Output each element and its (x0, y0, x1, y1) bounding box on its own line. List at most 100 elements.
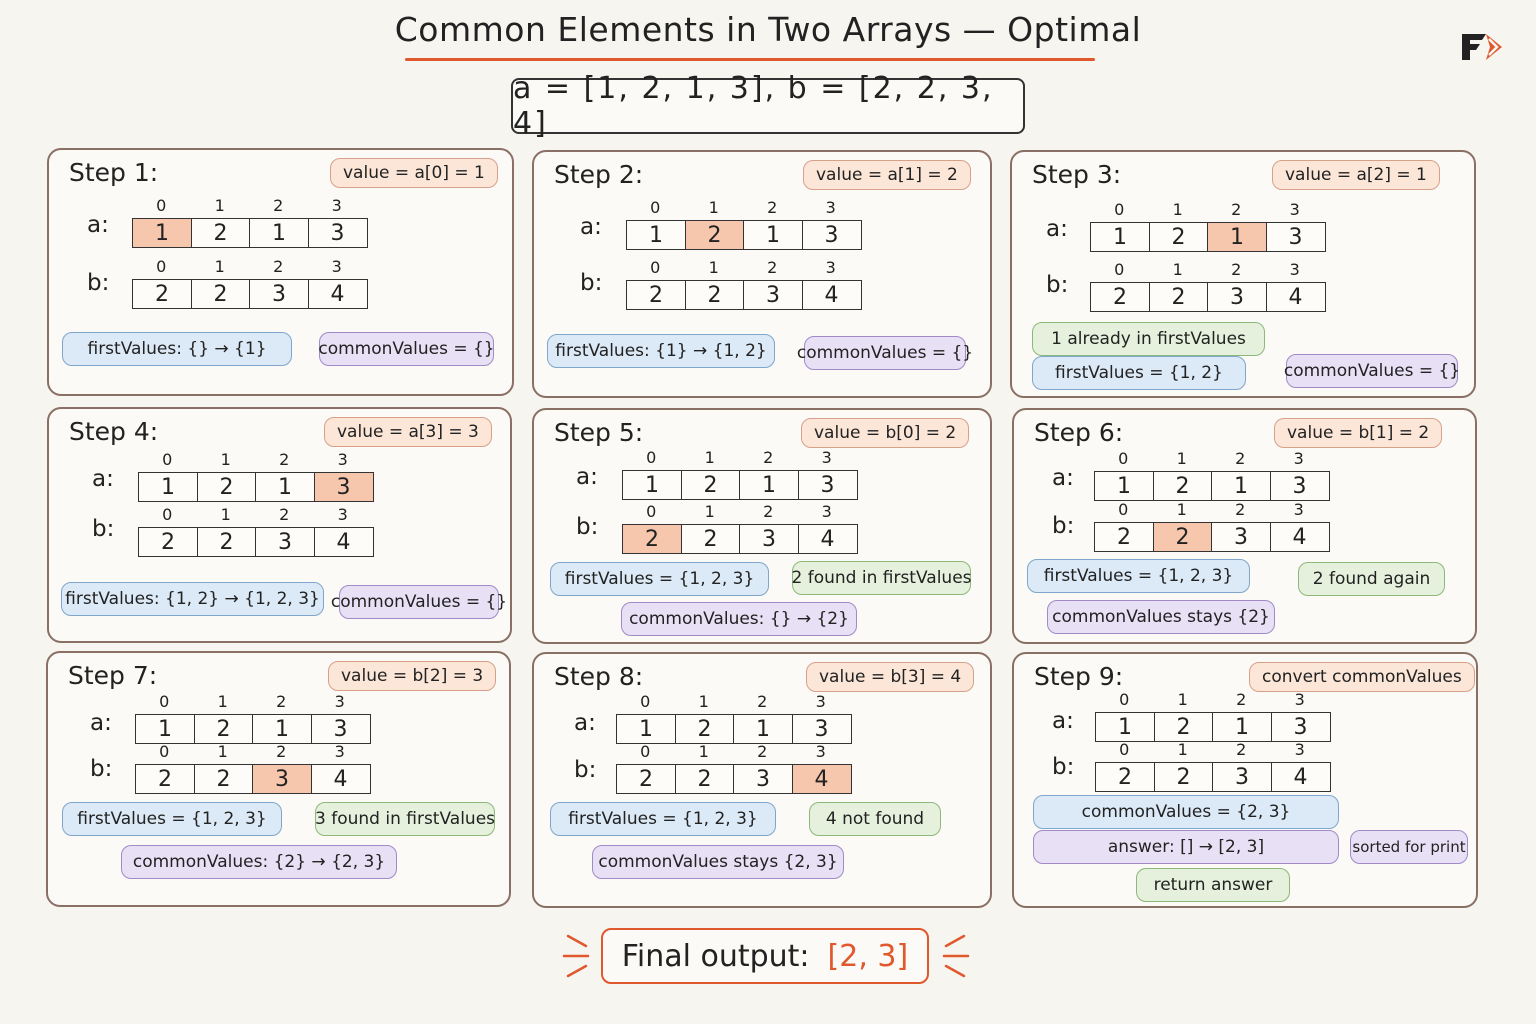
array-a-label: a: (92, 466, 114, 492)
index-label: 2 (1231, 200, 1242, 219)
array-b-label: b: (574, 757, 597, 783)
array-cell: 4 (797, 524, 858, 554)
array-cell: 2 (132, 279, 192, 309)
index-label: 3 (821, 502, 832, 521)
index-label: 1 (1172, 260, 1183, 279)
array-cell: 1 (255, 472, 315, 502)
index-label: 0 (646, 448, 657, 467)
array-cell: 4 (1269, 522, 1330, 552)
array-a-label: a: (90, 710, 112, 736)
array-b-label: b: (1052, 513, 1075, 539)
array-cell: 1 (616, 714, 676, 744)
title-underline (405, 58, 1095, 61)
index-label: 0 (156, 196, 167, 215)
green-note-chip: 1 already in firstValues (1032, 322, 1265, 356)
array-b-label: b: (87, 270, 110, 296)
array-a-indices: 0 1 2 3 (622, 448, 856, 467)
step-title: Step 2: (554, 160, 644, 189)
step-panel-4: Step 4: value = a[3] = 3 a: 0 1 2 3 1 2 1 3 b: 0 1 2 3 2… (47, 407, 512, 643)
index-label: 0 (162, 450, 173, 469)
index-label: 0 (640, 742, 651, 761)
index-label: 2 (276, 742, 287, 761)
step-title: Step 6: (1034, 418, 1124, 447)
index-label: 0 (159, 692, 170, 711)
value-tag: value = a[2] = 1 (1272, 160, 1440, 190)
index-label: 1 (704, 448, 715, 467)
purple-note-chip: commonValues = {} (318, 332, 495, 366)
array-cell: 2 (1153, 712, 1214, 742)
array-b-label: b: (1046, 272, 1069, 298)
index-label: 3 (337, 450, 348, 469)
index-label: 2 (1235, 449, 1246, 468)
index-label: 1 (214, 196, 225, 215)
blue-note-chip: firstValues: {1} → {1, 2} (547, 334, 775, 368)
purple-note-chip: commonValues = {} (1284, 354, 1460, 388)
step-title: Step 5: (554, 418, 644, 447)
purple-note-chip: commonValues = {} (331, 585, 507, 619)
index-label: 1 (1176, 500, 1187, 519)
green-note-chip: return answer (1136, 868, 1290, 902)
index-label: 2 (273, 196, 284, 215)
index-label: 0 (156, 257, 167, 276)
array-cell: 1 (1095, 712, 1155, 742)
index-label: 0 (1118, 500, 1129, 519)
purple-note-chip: commonValues stays {2, 3} (592, 845, 844, 879)
index-label: 0 (1118, 449, 1129, 468)
index-label: 1 (217, 692, 228, 711)
index-label: 3 (1289, 260, 1300, 279)
index-label: 0 (1119, 740, 1130, 759)
array-cell: 3 (249, 279, 309, 309)
array-cell: 3 (743, 280, 803, 310)
array-cell: 1 (733, 714, 793, 744)
array-a-indices: 0 1 2 3 (1095, 690, 1329, 709)
value-tag: value = a[0] = 1 (330, 158, 498, 188)
array-a-indices: 0 1 2 3 (616, 692, 850, 711)
blue-note-chip: firstValues = {1, 2, 3} (1027, 559, 1250, 593)
highlighted-cell: 2 (684, 220, 745, 250)
index-label: 3 (821, 448, 832, 467)
brand-logo-icon (1462, 34, 1502, 60)
array-cell: 1 (739, 470, 799, 500)
step-title: Step 8: (554, 662, 644, 691)
array-b-indices: 0 1 2 3 (616, 742, 850, 761)
final-output-label: Final output: (621, 938, 810, 974)
index-label: 0 (646, 502, 657, 521)
highlighted-cell: 2 (1152, 522, 1213, 552)
array-cell: 4 (307, 279, 368, 309)
highlighted-cell: 1 (132, 218, 192, 248)
array-b-label: b: (1052, 754, 1075, 780)
blue-note-chip: firstValues = {1, 2, 3} (550, 802, 776, 836)
array-cell: 2 (680, 524, 741, 554)
array-cell: 4 (313, 527, 374, 557)
value-tag: value = a[3] = 3 (324, 417, 492, 447)
array-b-indices: 0 1 2 3 (626, 258, 860, 277)
step-panel-6: Step 6: value = b[1] = 2 a: 0 1 2 3 1 2 1 3 b: 0 1 2 3 2… (1012, 408, 1477, 644)
purple-note-chip: answer: [] → [2, 3] (1033, 830, 1339, 864)
purple-note-chip: commonValues stays {2} (1047, 600, 1275, 634)
array-cell: 1 (249, 218, 309, 248)
input-arrays: a = [1, 2, 1, 3], b = [2, 2, 3, 4] (511, 71, 1025, 141)
index-label: 3 (1294, 690, 1305, 709)
step-title: Step 3: (1032, 160, 1122, 189)
step-title: Step 4: (69, 417, 159, 446)
array-cell: 3 (1270, 712, 1331, 742)
step-panel-8: Step 8: value = b[3] = 4 a: 0 1 2 3 1 2 1 3 b: 0 1 2 3 2… (532, 652, 992, 908)
array-cell: 2 (674, 714, 735, 744)
array-cell: 1 (252, 714, 312, 744)
blue-note-chip: commonValues = {2, 3} (1033, 795, 1339, 829)
index-label: 2 (279, 450, 290, 469)
array-a-label: a: (574, 710, 596, 736)
array-b-label: b: (576, 514, 599, 540)
array-cell: 2 (1152, 471, 1213, 501)
diagram-title: Common Elements in Two Arrays — Optimal (394, 10, 1142, 49)
array-b-indices: 0 1 2 3 (132, 257, 366, 276)
index-label: 0 (640, 692, 651, 711)
